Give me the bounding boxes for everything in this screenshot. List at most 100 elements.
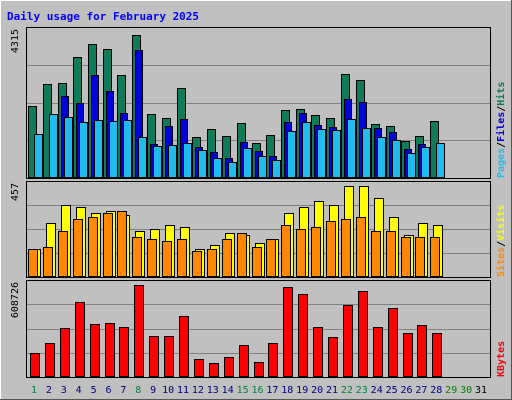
panel-frame <box>26 181 491 278</box>
legend-separator: / <box>496 241 507 247</box>
bar-pages-day-10 <box>168 145 177 178</box>
day-label-17: 17 <box>266 385 278 396</box>
bar-sites-day-7 <box>117 211 127 277</box>
day-label-20: 20 <box>311 385 323 396</box>
legend-sites: Sites <box>495 247 507 277</box>
bar-kbytes-day-1 <box>30 353 40 377</box>
bar-sites-day-3 <box>58 231 68 277</box>
bar-pages-day-22 <box>347 119 356 178</box>
bar-kbytes-day-12 <box>194 359 204 377</box>
y-max-label: 4315 <box>10 29 21 53</box>
bar-pages-day-19 <box>302 122 311 178</box>
day-label-7: 7 <box>120 385 126 396</box>
legend-pages: Pages <box>496 148 507 178</box>
bar-sites-day-25 <box>386 231 396 277</box>
bar-kbytes-day-15 <box>239 345 249 377</box>
day-label-8: 8 <box>135 385 141 396</box>
bar-kbytes-day-20 <box>313 327 323 377</box>
legend-separator: / <box>496 142 507 148</box>
legend-visits: Visits <box>495 205 507 241</box>
bar-sites-day-21 <box>326 221 336 277</box>
bar-sites-day-28 <box>430 237 440 277</box>
day-label-15: 15 <box>237 385 249 396</box>
panel-frame <box>26 27 491 179</box>
bar-sites-day-12 <box>192 251 202 277</box>
bar-kbytes-day-10 <box>164 336 174 377</box>
day-label-25: 25 <box>386 385 398 396</box>
bar-sites-day-17 <box>266 239 276 277</box>
bar-kbytes-day-11 <box>179 316 189 377</box>
bar-sites-day-23 <box>356 217 366 277</box>
series-legend-middle: Sites/Visits <box>495 205 507 277</box>
day-label-22: 22 <box>341 385 353 396</box>
bar-kbytes-day-25 <box>388 308 398 377</box>
bar-pages-day-4 <box>79 122 88 178</box>
day-label-14: 14 <box>222 385 234 396</box>
bar-sites-day-6 <box>103 213 113 277</box>
bar-kbytes-day-3 <box>60 328 70 377</box>
legend-hits: Hits <box>495 82 507 106</box>
bar-pages-day-3 <box>64 117 73 178</box>
bar-pages-day-17 <box>272 160 281 178</box>
day-label-11: 11 <box>177 385 189 396</box>
panel-frame <box>26 280 491 378</box>
day-label-5: 5 <box>91 385 97 396</box>
bar-sites-day-1 <box>28 249 38 277</box>
bar-kbytes-day-24 <box>373 327 383 377</box>
day-label-27: 27 <box>415 385 427 396</box>
bar-sites-day-20 <box>311 227 321 277</box>
bar-kbytes-day-21 <box>328 337 338 377</box>
bar-sites-day-26 <box>401 237 411 277</box>
day-label-3: 3 <box>61 385 67 396</box>
legend-files: Files <box>495 112 507 142</box>
bar-sites-day-18 <box>281 225 291 277</box>
bar-kbytes-day-28 <box>432 333 442 377</box>
legend-separator: / <box>496 106 507 112</box>
bar-kbytes-day-9 <box>149 336 159 377</box>
day-label-13: 13 <box>207 385 219 396</box>
bar-kbytes-day-22 <box>343 305 353 377</box>
bar-sites-day-24 <box>371 231 381 277</box>
bar-kbytes-day-6 <box>105 323 115 377</box>
y-max-label: 608726 <box>10 282 21 318</box>
bar-sites-day-5 <box>88 217 98 277</box>
chart-panels: 4315Pages/Files/Hits457Sites/Visits60872… <box>10 27 507 378</box>
day-label-30: 30 <box>460 385 472 396</box>
bar-pages-day-28 <box>436 143 445 178</box>
panel-bottom: 608726 KBytes <box>10 280 507 378</box>
bar-kbytes-day-2 <box>45 343 55 377</box>
bar-kbytes-day-19 <box>298 294 308 377</box>
bar-pages-day-7 <box>123 120 132 178</box>
bar-sites-day-14 <box>222 239 232 277</box>
day-label-21: 21 <box>326 385 338 396</box>
bar-kbytes-day-8 <box>134 285 144 377</box>
day-label-23: 23 <box>356 385 368 396</box>
bar-pages-day-24 <box>377 137 386 178</box>
bar-pages-day-16 <box>258 156 267 178</box>
bar-kbytes-day-23 <box>358 291 368 377</box>
legend-kbytes: KBytes <box>496 341 507 377</box>
bar-pages-day-6 <box>109 121 118 178</box>
bar-sites-day-11 <box>177 239 187 277</box>
bar-sites-day-2 <box>43 247 53 277</box>
bar-pages-day-5 <box>94 120 103 178</box>
day-label-9: 9 <box>150 385 156 396</box>
bar-sites-day-27 <box>415 237 425 277</box>
bar-pages-day-9 <box>153 146 162 178</box>
bar-sites-day-19 <box>296 229 306 277</box>
day-label-10: 10 <box>162 385 174 396</box>
bar-sites-day-22 <box>341 219 351 277</box>
bar-kbytes-day-14 <box>224 357 234 377</box>
day-label-28: 28 <box>430 385 442 396</box>
bar-kbytes-day-7 <box>119 327 129 377</box>
bar-pages-day-20 <box>317 129 326 178</box>
day-label-19: 19 <box>296 385 308 396</box>
bar-pages-day-14 <box>228 162 237 178</box>
day-label-1: 1 <box>31 385 37 396</box>
bar-kbytes-day-4 <box>75 302 85 377</box>
panel-middle: 457 Sites/Visits <box>10 181 507 278</box>
bar-pages-day-18 <box>287 131 296 178</box>
